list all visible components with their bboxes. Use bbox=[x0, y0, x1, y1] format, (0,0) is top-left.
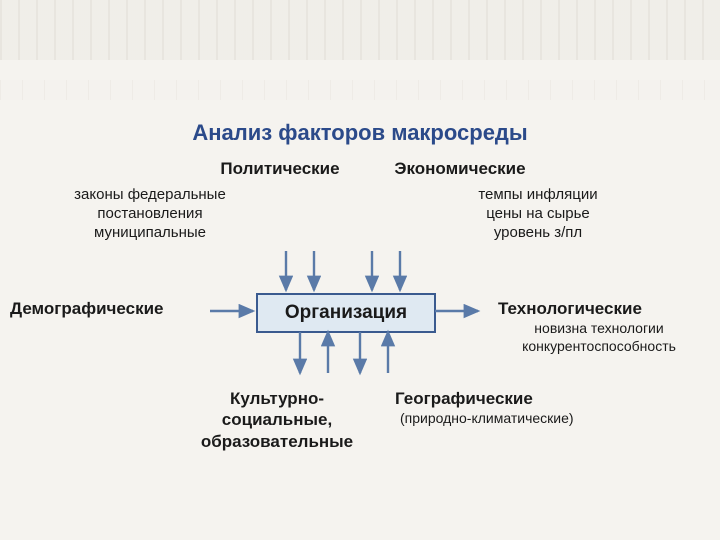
cultural-line1: Культурно- bbox=[230, 389, 324, 408]
economic-sub-line2: цены на сырье bbox=[486, 205, 590, 222]
cultural-heading: Культурно- социальные, образовательные bbox=[172, 388, 382, 452]
economic-sublist: темпы инфляции цены на сырье уровень з/п… bbox=[438, 186, 638, 242]
decorative-texture-mid bbox=[0, 80, 720, 100]
center-node-organization: Организация bbox=[256, 293, 436, 333]
tech-sub-line1: новизна технологии bbox=[534, 320, 663, 336]
cultural-line3: образовательные bbox=[201, 432, 353, 451]
political-sub-line2: постановления bbox=[97, 205, 202, 222]
diagram-title: Анализ факторов макросреды bbox=[0, 120, 720, 146]
economic-heading: Экономические bbox=[370, 158, 550, 179]
cultural-line2: социальные, bbox=[222, 410, 332, 429]
technological-sublist: новизна технологии конкурентоспособность bbox=[484, 320, 714, 355]
political-heading: Политические bbox=[200, 158, 360, 179]
decorative-texture-top bbox=[0, 0, 720, 60]
political-sublist: законы федеральные постановления муницип… bbox=[40, 186, 260, 242]
economic-sub-line3: уровень з/пл bbox=[494, 224, 582, 241]
tech-sub-line2: конкурентоспособность bbox=[522, 338, 676, 354]
geographic-sub: (природно-климатические) bbox=[400, 410, 660, 428]
economic-sub-line1: темпы инфляции bbox=[478, 186, 597, 203]
political-sub-line1: законы федеральные bbox=[74, 186, 226, 203]
geographic-heading: Географические bbox=[395, 388, 595, 409]
center-node-label: Организация bbox=[285, 302, 407, 324]
demographic-heading: Демографические bbox=[10, 298, 210, 319]
political-sub-line3: муниципальные bbox=[94, 224, 206, 241]
technological-heading: Технологические bbox=[498, 298, 708, 319]
